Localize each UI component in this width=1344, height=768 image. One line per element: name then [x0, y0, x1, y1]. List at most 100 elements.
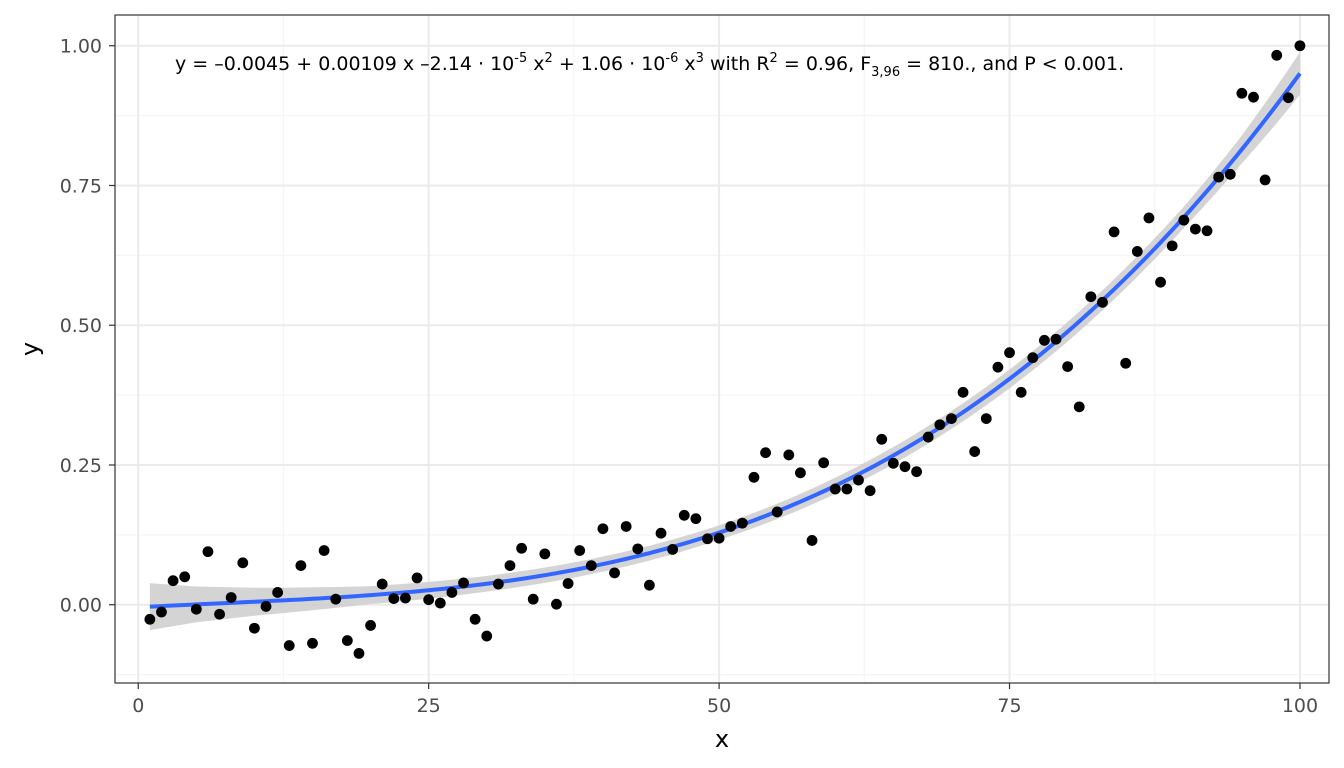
eq-superscript: -6 — [665, 51, 678, 66]
x-tick-label: 0 — [132, 695, 144, 717]
data-point — [202, 546, 214, 558]
data-point — [179, 571, 191, 583]
data-point — [725, 521, 737, 532]
eq-part: = 0.96, F — [778, 53, 871, 75]
x-axis-title: x — [715, 725, 729, 753]
data-point — [1062, 361, 1074, 373]
data-point — [1213, 171, 1225, 183]
data-point — [795, 467, 806, 479]
data-point — [806, 535, 818, 546]
x-tick-label: 50 — [707, 695, 731, 717]
data-point — [585, 560, 597, 572]
x-tick-label: 75 — [997, 695, 1021, 717]
data-point — [190, 603, 202, 615]
data-point — [992, 361, 1004, 373]
fit-line — [149, 72, 1302, 609]
eq-subscript: 3,96 — [871, 65, 900, 80]
data-point — [1236, 87, 1248, 99]
data-point — [1178, 214, 1190, 226]
data-point — [934, 419, 946, 431]
x-axis-ticks: 0 25 50 75 100 — [132, 683, 1318, 717]
y-tick-label: 0.50 — [60, 315, 102, 337]
data-point — [1015, 386, 1027, 398]
eq-part: with R — [704, 53, 770, 75]
data-point — [307, 637, 318, 649]
data-point — [214, 608, 225, 620]
data-point — [504, 560, 516, 572]
data-point — [574, 545, 586, 556]
data-point — [1050, 333, 1062, 345]
data-point — [434, 597, 446, 609]
data-point — [260, 601, 272, 612]
data-point — [667, 544, 679, 555]
data-point — [1248, 91, 1259, 103]
data-point — [295, 560, 307, 572]
data-point — [411, 572, 423, 584]
data-point — [783, 449, 795, 461]
data-point — [539, 548, 551, 560]
eq-part: –2.14 · 10 — [420, 53, 514, 75]
eq-part: 0.00109 x — [318, 53, 420, 75]
eq-part: + — [290, 53, 318, 75]
data-point — [1294, 40, 1306, 52]
data-point — [597, 523, 609, 535]
y-tick-label: 0.00 — [60, 595, 102, 617]
data-point — [818, 457, 830, 469]
eq-part: = 810., and P < 0.001. — [900, 53, 1124, 75]
data-point — [1282, 92, 1294, 104]
data-point — [1190, 223, 1201, 235]
data-point — [144, 613, 156, 625]
data-point — [1259, 174, 1271, 186]
data-point — [643, 579, 655, 591]
data-point — [388, 593, 400, 604]
data-point — [980, 413, 992, 424]
data-point — [1155, 276, 1166, 288]
eq-part: 1.06 · 10 — [581, 53, 666, 75]
data-point — [853, 474, 864, 486]
eq-superscript: 3 — [696, 51, 704, 66]
eq-part: x — [678, 53, 695, 75]
data-point — [562, 578, 574, 589]
data-point — [771, 506, 783, 518]
data-point — [516, 542, 528, 554]
y-tick-label: 0.25 — [60, 455, 102, 477]
data-point — [957, 386, 969, 398]
data-point — [678, 509, 690, 521]
data-point — [458, 577, 469, 589]
data-point — [632, 543, 644, 555]
data-point — [702, 533, 713, 545]
data-point — [446, 587, 458, 598]
eq-part: + — [553, 53, 581, 75]
data-point — [492, 578, 504, 590]
panel-border — [114, 14, 1330, 684]
eq-superscript: 2 — [770, 51, 778, 66]
data-point — [376, 578, 388, 590]
eq-superscript: 2 — [545, 51, 553, 66]
data-point — [911, 466, 922, 478]
data-point — [1201, 225, 1213, 237]
data-point — [946, 413, 957, 424]
data-point — [655, 527, 667, 539]
eq-part: y = — [175, 53, 214, 75]
data-point — [1108, 226, 1120, 238]
data-point — [423, 594, 435, 606]
eq-part: –0.0045 — [214, 53, 290, 75]
y-axis-ticks: 0.00 0.25 0.50 0.75 1.00 — [60, 36, 115, 617]
data-point — [156, 606, 167, 618]
data-point — [736, 517, 748, 529]
data-point — [1131, 246, 1143, 257]
data-point — [899, 461, 911, 473]
data-point — [527, 593, 539, 605]
data-point — [876, 433, 888, 445]
data-point — [1027, 352, 1039, 364]
data-point — [365, 620, 376, 631]
data-point — [249, 622, 260, 634]
data-point — [272, 587, 284, 598]
data-point — [1271, 49, 1283, 61]
eq-part: x — [527, 53, 544, 75]
y-tick-label: 1.00 — [60, 36, 102, 58]
data-point — [469, 613, 481, 625]
data-point — [1073, 401, 1085, 413]
